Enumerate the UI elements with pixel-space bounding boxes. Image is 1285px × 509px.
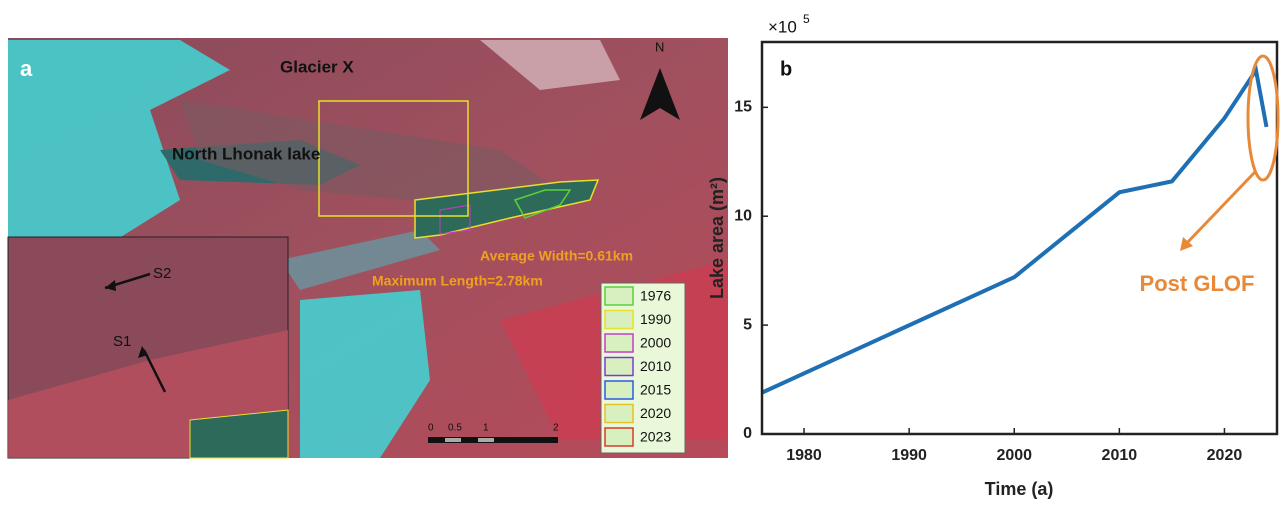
point-label: S1 <box>113 333 131 350</box>
legend-swatch <box>605 381 633 399</box>
panel-label: a <box>20 56 33 81</box>
y-tick-label: 15 <box>734 99 752 116</box>
legend-label: 2010 <box>640 358 671 374</box>
panel-label: b <box>780 58 792 80</box>
legend-swatch <box>605 334 633 352</box>
legend-swatch <box>605 405 633 423</box>
y-tick-label: 0 <box>743 425 752 442</box>
lake-label: North Lhonak lake <box>172 144 320 163</box>
legend-label: 2015 <box>640 382 671 398</box>
legend-swatch <box>605 428 633 446</box>
x-tick-label: 1990 <box>891 447 927 464</box>
scale-label: 0.5 <box>448 423 462 434</box>
legend-swatch <box>605 311 633 329</box>
glacier-label: Glacier X <box>280 57 354 76</box>
chart: ×10 5 b Time (a) Lake area (m²) 0 5 10 15 19… <box>707 12 1278 499</box>
legend-label: 1976 <box>640 288 671 304</box>
legend-label: 2023 <box>640 429 671 445</box>
scale-label: 2 <box>553 423 559 434</box>
legend-swatch <box>605 287 633 305</box>
y-tick-label: 10 <box>734 207 752 224</box>
annotation: Post GLOF <box>1140 271 1255 296</box>
scale-label: 1 <box>483 423 489 434</box>
x-tick-label: 1980 <box>786 447 822 464</box>
x-axis-title: Time (a) <box>985 479 1054 499</box>
x-tick-label: 2010 <box>1102 447 1138 464</box>
legend-label: 1990 <box>640 311 671 327</box>
x-tick-label: 2000 <box>996 447 1032 464</box>
plot-frame <box>762 42 1277 434</box>
data-line <box>762 70 1266 392</box>
north-label: N <box>655 39 664 54</box>
y-tick-label: 5 <box>743 316 752 333</box>
length-note: Maximum Length=2.78km <box>372 273 543 289</box>
scale-label: 0 <box>428 423 434 434</box>
annotation-arrow <box>1185 172 1255 245</box>
figure: a Glacier X North Lhonak lake N Average … <box>0 0 1285 504</box>
legend-swatch <box>605 358 633 376</box>
legend: 1976 1990 2000 2010 2015 2020 2023 <box>601 283 685 453</box>
y-axis-title: Lake area (m²) <box>707 177 727 299</box>
point-label: S2 <box>153 265 171 282</box>
x-tick-label: 2020 <box>1207 447 1243 464</box>
multiplier-exponent: 5 <box>803 12 810 26</box>
width-note: Average Width=0.61km <box>480 248 633 264</box>
multiplier: ×10 <box>768 17 797 36</box>
legend-label: 2000 <box>640 335 671 351</box>
legend-label: 2020 <box>640 405 671 421</box>
